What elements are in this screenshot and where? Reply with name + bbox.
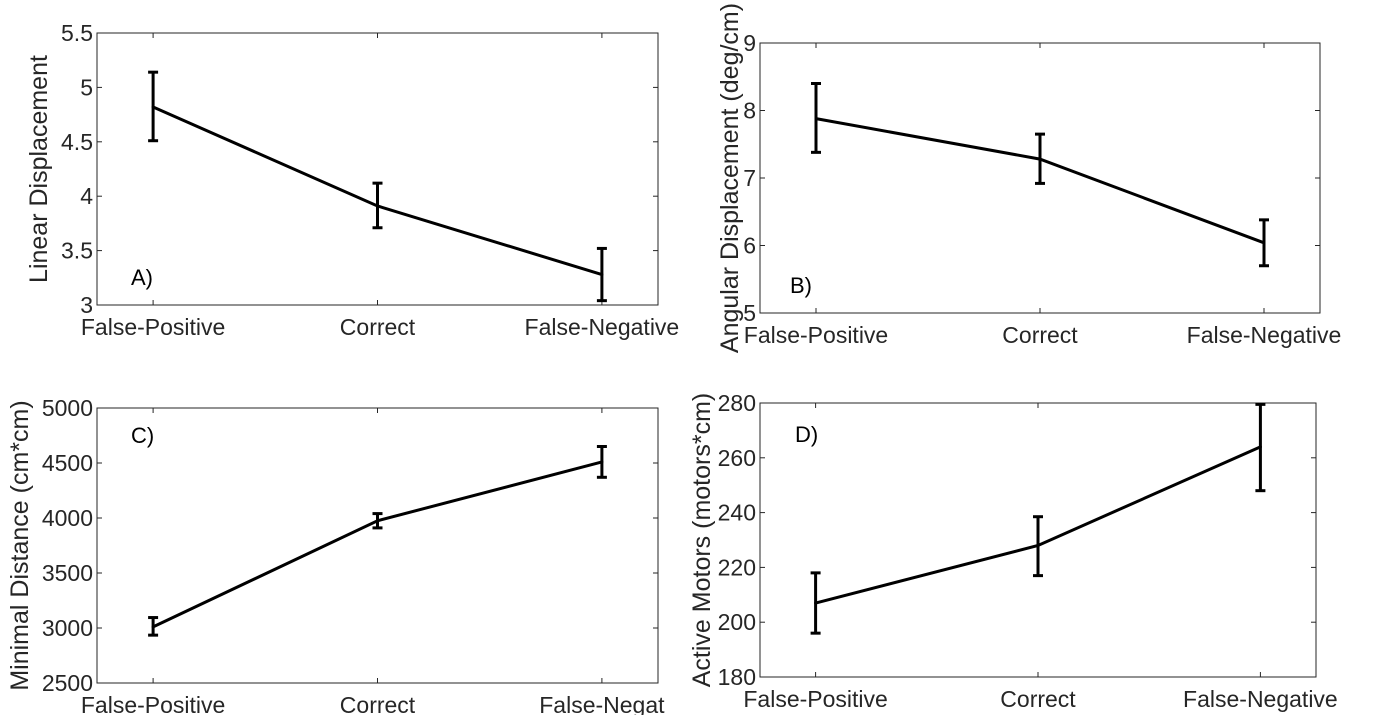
x-tick-label: Correct (340, 314, 416, 340)
x-tick-label: False-Positive (81, 314, 225, 340)
x-tick-label: False-Positive (743, 686, 887, 712)
y-tick-label: 280 (718, 390, 756, 416)
y-tick-label: 6 (743, 233, 756, 259)
y-tick-label: 2500 (42, 670, 93, 696)
panel-label: C) (131, 423, 154, 448)
data-point (814, 601, 818, 605)
y-axis-label: Linear Displacement (25, 55, 53, 283)
y-tick-label: 3500 (42, 560, 93, 586)
y-tick-label: 5 (743, 300, 756, 326)
y-tick-label: 200 (718, 609, 756, 635)
x-tick-label: False-Negat (539, 692, 665, 715)
x-tick-label: Correct (340, 692, 416, 715)
chart-panel-3: 2500 3000 3500 4000 4500 5000 False-Positive Co… (6, 395, 665, 715)
panel-label: D) (795, 422, 818, 447)
chart-panel-1: 3 3.5 4 4.5 5 5.5 False-Positive Correct False-N… (25, 20, 679, 340)
y-tick-label: 220 (718, 554, 756, 580)
chart-panel-2: 5 6 7 8 9 False-Positive Correct False-Negative… (716, 3, 1341, 353)
x-tick-label: False-Positive (81, 692, 225, 715)
y-tick-label: 4 (80, 183, 93, 209)
y-tick-label: 5000 (42, 395, 93, 421)
data-point (376, 204, 379, 208)
y-tick-label: 180 (718, 664, 756, 690)
y-tick-label: 3 (80, 292, 93, 318)
panel-label: A) (131, 265, 153, 290)
x-tick-label: False-Negative (1183, 686, 1338, 712)
data-point (1038, 157, 1042, 161)
x-tick-label: False-Positive (744, 322, 888, 348)
y-tick-label: 3.5 (61, 238, 93, 264)
y-tick-label: 4500 (42, 450, 93, 476)
data-point (814, 117, 818, 121)
y-tick-label: 3000 (42, 615, 93, 641)
y-tick-label: 4000 (42, 505, 93, 531)
data-point (600, 460, 604, 464)
panel-label: B) (790, 273, 812, 298)
data-point (151, 625, 155, 629)
y-tick-label: 5 (80, 74, 93, 100)
y-tick-label: 8 (743, 98, 756, 124)
data-point (151, 105, 155, 109)
data-point (600, 273, 604, 277)
y-axis-label: Minimal Distance (cm*cm) (6, 400, 34, 690)
chart-panel-4: 180 200 220 240 260 280 False-Positive Correct F… (688, 390, 1338, 712)
y-tick-label: 5.5 (61, 20, 93, 46)
y-tick-label: 9 (743, 30, 756, 56)
plot-frame (96, 407, 659, 684)
x-tick-label: False-Negative (525, 314, 680, 340)
data-point (1262, 241, 1266, 245)
y-tick-label: 240 (718, 500, 756, 526)
data-point (376, 519, 379, 523)
series-line (152, 460, 603, 629)
data-point (1036, 543, 1040, 547)
x-tick-label: False-Negative (1187, 322, 1342, 348)
data-point (1258, 445, 1262, 449)
y-tick-label: 260 (718, 445, 756, 471)
y-axis-label: Angular Displacement (deg/cm) (716, 3, 744, 353)
y-axis-label: Active Motors (motors*cm) (688, 393, 716, 687)
x-tick-label: Correct (1000, 686, 1076, 712)
plot-frame (96, 32, 659, 306)
x-tick-label: Correct (1002, 322, 1078, 348)
y-tick-label: 7 (743, 165, 756, 191)
y-tick-label: 4.5 (61, 129, 93, 155)
